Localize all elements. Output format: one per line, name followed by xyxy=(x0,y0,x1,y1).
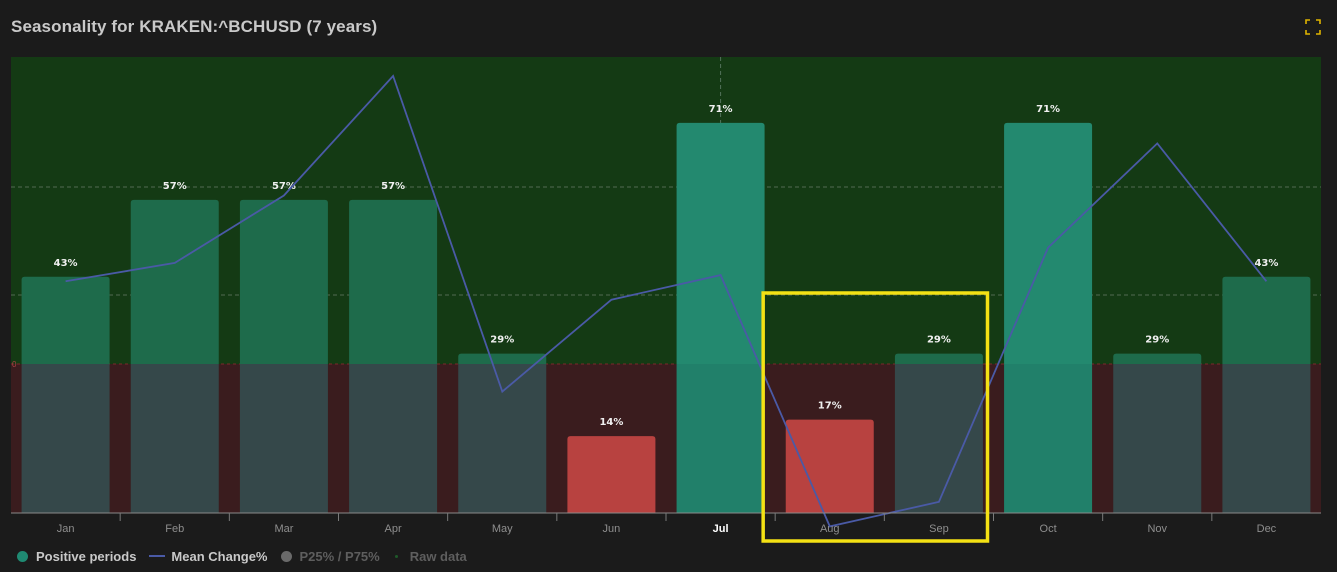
bar-oct-below-zero xyxy=(1004,364,1093,513)
negative-zone xyxy=(11,364,1321,513)
bar-jan[interactable] xyxy=(21,276,110,364)
bar-label-feb: 57% xyxy=(163,181,187,192)
x-tick-label-jun: Jun xyxy=(603,523,621,535)
x-tick-label-jan: Jan xyxy=(57,523,75,535)
bar-jul-below-zero xyxy=(676,364,765,513)
bar-oct[interactable] xyxy=(1004,122,1093,365)
bar-feb[interactable] xyxy=(130,199,219,364)
x-tick-labels: Jan Feb Mar Apr May Jun Jul Aug Sep Oct Nov Dec xyxy=(57,523,1277,535)
x-tick-label-sep: Sep xyxy=(929,523,949,535)
bar-mar[interactable] xyxy=(239,199,328,364)
legend-label: Raw data xyxy=(409,548,467,564)
x-tick-label-jul: Jul xyxy=(713,523,729,535)
bar-dec[interactable] xyxy=(1222,276,1311,364)
bar-dec-below-zero xyxy=(1222,364,1311,513)
legend-swatch xyxy=(280,550,292,562)
legend-label: Positive periods xyxy=(36,548,137,564)
bar-nov[interactable] xyxy=(1113,353,1202,364)
bar-apr-below-zero xyxy=(349,364,438,513)
legend-swatch xyxy=(394,554,398,558)
bar-label-oct: 71% xyxy=(1036,104,1060,115)
fullscreen-icon[interactable] xyxy=(1305,19,1321,35)
bar-label-sep: 29% xyxy=(927,335,951,346)
bar-label-dec: 43% xyxy=(1254,258,1278,269)
legend-item-p25-p75[interactable]: P25% / P75% xyxy=(280,548,380,564)
mean-change-line xyxy=(65,74,1268,528)
bar-jul[interactable] xyxy=(676,122,765,365)
bar-label-jan: 43% xyxy=(54,258,78,269)
bar-label-mar: 57% xyxy=(272,181,296,192)
positive-zone xyxy=(11,57,1321,364)
chart-title: Seasonality for KRAKEN:^BCHUSD (7 years) xyxy=(11,17,378,36)
x-tick-label-dec: Dec xyxy=(1257,523,1277,535)
bar-may-below-zero xyxy=(458,364,547,513)
zero-axis-label: 0 xyxy=(12,360,17,369)
bar-sep-below-zero xyxy=(894,364,983,513)
legend-item-positive-periods[interactable]: Positive periods xyxy=(17,549,136,564)
bar-nov-below-zero xyxy=(1113,364,1202,513)
bar-labels: 43% 57% 57% 57% 29% 14% 71% 17% 29% 71% 29% 43% xyxy=(54,104,1279,428)
bar-may[interactable] xyxy=(458,353,547,364)
legend-swatch xyxy=(149,555,166,557)
bar-sep[interactable] xyxy=(894,353,983,364)
bar-jan-below-zero xyxy=(21,364,110,513)
bar-label-nov: 29% xyxy=(1145,335,1169,346)
bar-label-may: 29% xyxy=(490,335,514,346)
highlight-box xyxy=(761,291,990,543)
x-tick-label-may: May xyxy=(492,523,513,535)
bar-label-jul: 71% xyxy=(709,104,733,115)
x-tick-label-mar: Mar xyxy=(274,523,293,535)
legend-label: Mean Change% xyxy=(171,548,268,564)
bar-label-jun: 14% xyxy=(599,417,623,428)
legend-label: P25% / P75% xyxy=(299,548,380,564)
legend-item-mean-change[interactable]: Mean Change% xyxy=(149,548,268,564)
x-tick-label-aug: Aug xyxy=(820,523,840,535)
bar-apr[interactable] xyxy=(349,199,438,364)
bar-label-aug: 17% xyxy=(818,401,842,412)
bars xyxy=(21,122,1311,513)
x-tick-label-nov: Nov xyxy=(1147,523,1167,535)
legend: Positive periods Mean Change% P25% / P75% R… xyxy=(17,547,480,565)
legend-item-raw-data[interactable]: Raw data xyxy=(393,549,467,564)
x-tick-label-apr: Apr xyxy=(385,523,402,535)
legend-swatch xyxy=(17,550,28,562)
bar-mar-below-zero xyxy=(239,364,328,513)
x-tick-label-feb: Feb xyxy=(165,523,184,535)
x-ticks xyxy=(119,513,1213,521)
seasonality-chart: 43% 57% 57% 57% 29% 14% 71% 17% 29% 71% 29% 43% Jan… xyxy=(11,57,1321,543)
bar-feb-below-zero xyxy=(130,364,219,513)
bar-aug[interactable] xyxy=(785,419,874,513)
bar-label-apr: 57% xyxy=(381,181,405,192)
x-tick-label-oct: Oct xyxy=(1040,523,1057,535)
bar-jun[interactable] xyxy=(567,436,656,513)
